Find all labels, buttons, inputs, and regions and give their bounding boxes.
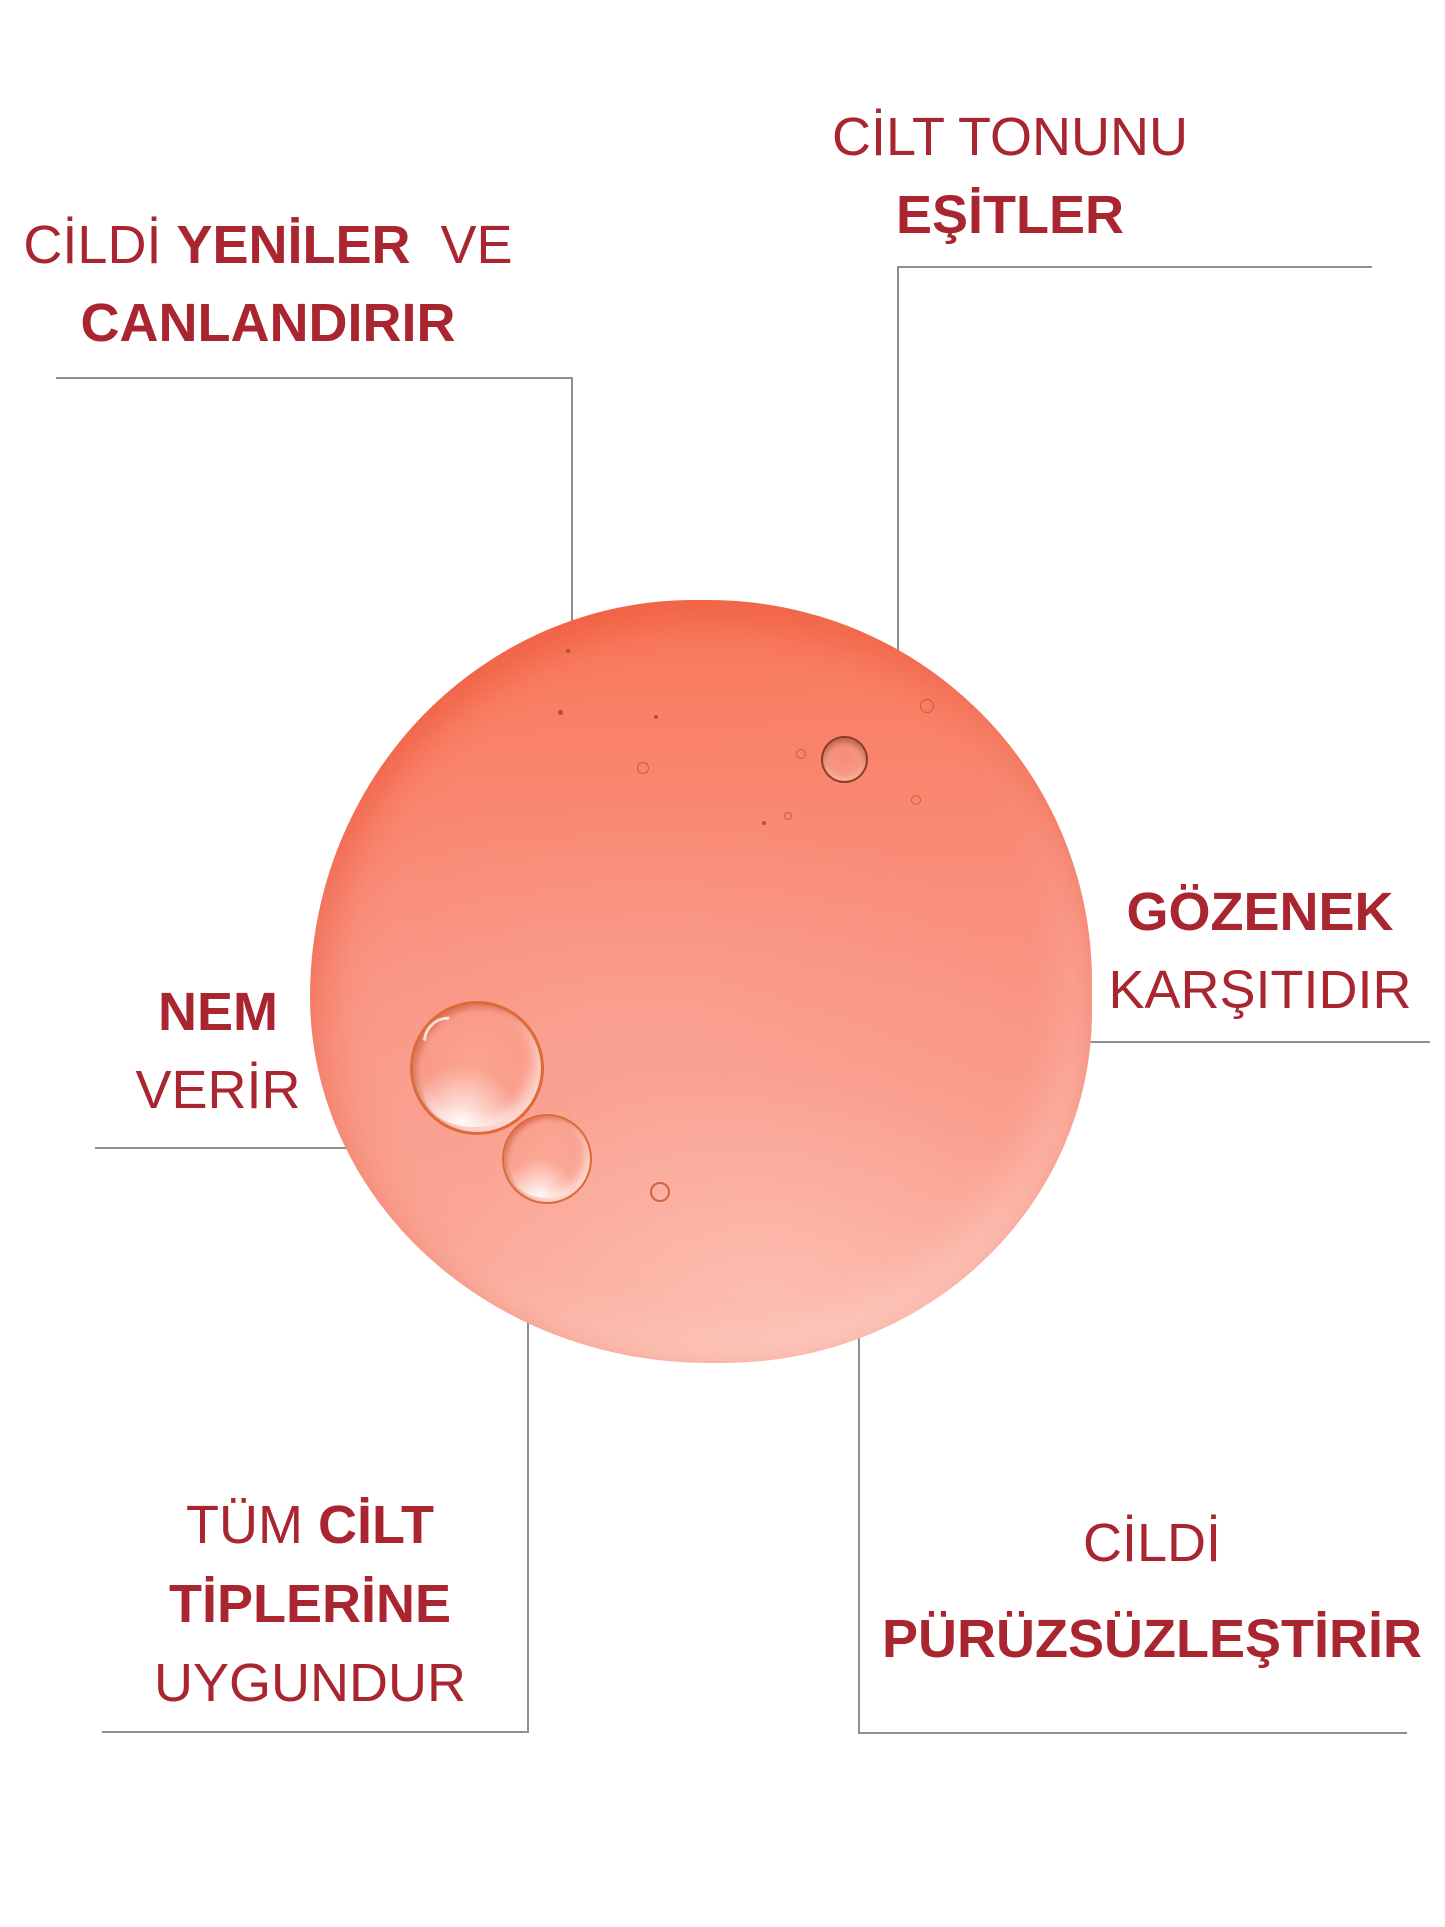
benefit-label-line: PÜRÜZSÜZLEŞTİRİR	[852, 1591, 1445, 1687]
label-text-bold: NEM	[158, 982, 278, 1042]
micro-bubble	[650, 1182, 670, 1202]
connector-bottom-left-vertical	[527, 1240, 529, 1733]
label-text: VE	[410, 215, 513, 275]
connector-mid-right-horizontal	[1050, 1041, 1430, 1043]
label-text-bold: GÖZENEK	[1126, 882, 1394, 942]
micro-bubble	[796, 749, 806, 759]
micro-speck	[566, 649, 570, 653]
connector-mid-left-horizontal	[95, 1147, 430, 1149]
air-bubble-small-ringed	[821, 736, 868, 783]
connector-top-right-vertical	[897, 266, 899, 700]
benefit-label-line: UYGUNDUR	[70, 1644, 550, 1723]
air-bubble-medium	[502, 1114, 592, 1204]
label-text: CİLT TONUNU	[831, 107, 1189, 167]
benefit-label-line: KARŞITIDIR	[1075, 951, 1445, 1029]
benefit-label-line: NEM	[38, 973, 398, 1051]
label-text: UYGUNDUR	[153, 1653, 466, 1713]
micro-bubble	[920, 699, 934, 713]
connector-top-left-vertical	[571, 377, 573, 700]
benefit-label-line: EŞİTLER	[750, 176, 1270, 254]
benefit-label-anti-pore: GÖZENEK KARŞITIDIR	[1075, 873, 1445, 1029]
benefit-label-line: VERİR	[38, 1051, 398, 1129]
benefit-label-all-skin-types: TÜM CİLT TİPLERİNE UYGUNDUR	[70, 1486, 550, 1723]
micro-speck	[654, 715, 658, 719]
benefit-label-line: TİPLERİNE	[70, 1565, 550, 1644]
label-text-bold: EŞİTLER	[895, 185, 1125, 245]
micro-speck	[558, 710, 563, 715]
label-text: VERİR	[135, 1060, 301, 1120]
serum-droplet	[310, 600, 1092, 1363]
connector-bottom-left-horizontal	[102, 1731, 529, 1733]
label-text: CİLDİ	[1082, 1513, 1222, 1573]
label-text: CİLDİ	[23, 215, 177, 275]
benefit-label-smooths-skin: CİLDİ PÜRÜZSÜZLEŞTİRİR	[852, 1495, 1445, 1687]
micro-bubble	[911, 795, 921, 805]
benefit-label-evens-skin-tone: CİLT TONUNU EŞİTLER	[750, 98, 1270, 254]
benefit-label-renews-skin: CİLDİ YENİLER VE CANLANDIRIR	[8, 206, 528, 362]
connector-top-left-horizontal	[56, 377, 573, 379]
connector-top-right-horizontal	[897, 266, 1372, 268]
benefit-label-line: CANLANDIRIR	[8, 284, 528, 362]
label-text: TÜM	[186, 1495, 318, 1555]
label-text-bold: TİPLERİNE	[168, 1574, 452, 1634]
benefit-label-line: TÜM CİLT	[70, 1486, 550, 1565]
benefit-label-line: GÖZENEK	[1075, 873, 1445, 951]
benefit-label-line: CİLDİ	[852, 1495, 1445, 1591]
label-text-bold: YENİLER	[176, 215, 411, 275]
label-text: KARŞITIDIR	[1108, 960, 1412, 1020]
connector-bottom-right-horizontal	[858, 1732, 1407, 1734]
micro-bubble	[637, 762, 649, 774]
benefit-label-moisturizes: NEM VERİR	[38, 973, 398, 1129]
benefit-label-line: CİLDİ YENİLER VE	[8, 206, 528, 284]
air-bubble-large	[410, 1001, 544, 1135]
micro-bubble	[784, 812, 792, 820]
benefit-label-line: CİLT TONUNU	[750, 98, 1270, 176]
label-text-bold: PÜRÜZSÜZLEŞTİRİR	[882, 1609, 1422, 1669]
label-text-bold: CANLANDIRIR	[80, 293, 456, 353]
micro-speck	[762, 821, 766, 825]
connector-bottom-right-vertical	[858, 1280, 860, 1734]
label-text-bold: CİLT	[318, 1495, 434, 1555]
